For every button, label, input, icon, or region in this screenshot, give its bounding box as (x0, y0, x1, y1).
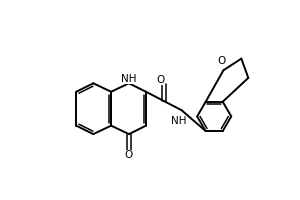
Text: NH: NH (171, 116, 186, 126)
Text: O: O (218, 56, 226, 66)
Text: O: O (157, 75, 165, 85)
Text: O: O (125, 150, 133, 160)
Text: NH: NH (121, 74, 137, 84)
